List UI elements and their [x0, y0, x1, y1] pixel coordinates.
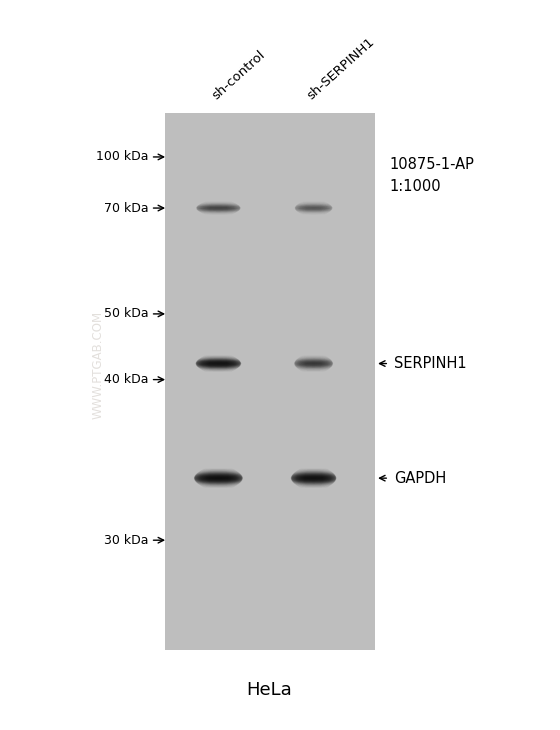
Text: 10875-1-AP
1:1000: 10875-1-AP 1:1000: [389, 157, 474, 194]
Text: HeLa: HeLa: [246, 681, 292, 699]
Text: SERPINH1: SERPINH1: [394, 356, 466, 371]
Text: 40 kDa: 40 kDa: [104, 373, 148, 386]
Text: sh-control: sh-control: [209, 48, 268, 102]
Text: WWW.PTGAB.COM: WWW.PTGAB.COM: [91, 311, 105, 419]
Bar: [165, 113, 375, 650]
Text: 70 kDa: 70 kDa: [104, 201, 148, 215]
Text: 100 kDa: 100 kDa: [96, 150, 148, 164]
Text: 50 kDa: 50 kDa: [104, 307, 148, 320]
Text: sh-SERPINH1: sh-SERPINH1: [305, 35, 377, 102]
Text: GAPDH: GAPDH: [394, 471, 446, 485]
Text: 30 kDa: 30 kDa: [104, 534, 148, 547]
